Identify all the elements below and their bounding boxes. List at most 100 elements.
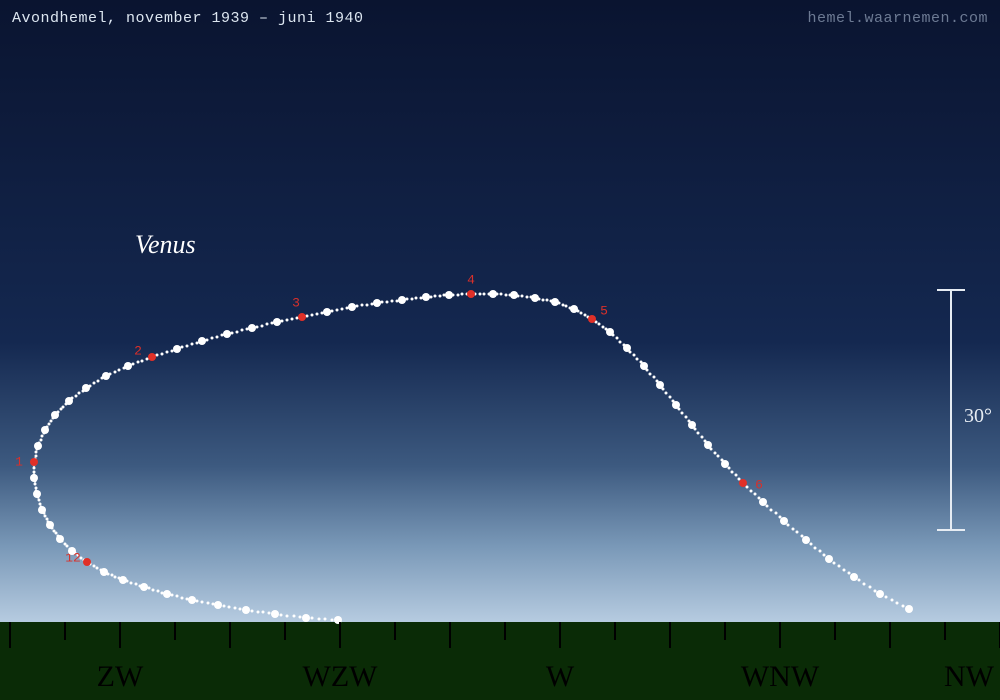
path-dot-small (754, 493, 757, 496)
month-label: 5 (600, 304, 608, 319)
path-dot-small (118, 369, 121, 372)
path-dot-small (50, 420, 53, 423)
compass-tick-major (9, 622, 11, 648)
path-dot-large (398, 296, 406, 304)
path-dot-small (39, 502, 42, 505)
path-dot-small (668, 396, 671, 399)
path-dot-small (152, 588, 155, 591)
path-dot-large (38, 506, 46, 514)
path-dot-small (598, 323, 601, 326)
path-dot-large (102, 372, 110, 380)
path-dot-small (63, 542, 66, 545)
path-dot-small (228, 606, 231, 609)
path-dot-large (348, 303, 356, 311)
sky-chart: Avondhemel, november 1939 – juni 1940hem… (0, 0, 1000, 700)
path-dot-small (206, 602, 209, 605)
compass-tick-minor (944, 622, 946, 640)
path-dot-small (746, 485, 749, 488)
path-dot-large (656, 381, 664, 389)
path-dot-small (286, 614, 289, 617)
path-dot-small (787, 523, 790, 526)
path-dot-small (233, 607, 236, 610)
path-dot-small (542, 298, 545, 301)
path-dot-small (361, 304, 364, 307)
path-dot-small (298, 616, 301, 619)
path-dot-small (884, 596, 887, 599)
compass-label: W (546, 660, 574, 694)
path-dot-small (181, 596, 184, 599)
path-dot-small (261, 324, 264, 327)
path-dot-small (896, 602, 899, 605)
path-dot-large (825, 555, 833, 563)
path-dot-small (583, 314, 586, 317)
altitude-scale-label: 30° (964, 405, 992, 428)
path-dot-small (713, 451, 716, 454)
path-dot-small (863, 582, 866, 585)
compass-tick-major (229, 622, 231, 648)
path-dot-small (525, 295, 528, 298)
path-dot-large (489, 290, 497, 298)
path-dot-small (291, 318, 294, 321)
path-dot-large (163, 590, 171, 598)
credit-text: hemel.waarnemen.com (807, 10, 988, 27)
path-dot-small (166, 351, 169, 354)
path-dot-small (681, 412, 684, 415)
path-dot-large (100, 568, 108, 576)
path-dot-small (114, 575, 117, 578)
path-month-marker (30, 458, 38, 466)
path-dot-small (33, 467, 36, 470)
path-dot-large (302, 614, 310, 622)
path-dot-large (56, 535, 64, 543)
path-dot-small (750, 489, 753, 492)
path-dot-small (434, 295, 437, 298)
path-dot-small (700, 436, 703, 439)
path-dot-large (34, 442, 42, 450)
path-dot-small (97, 379, 100, 382)
compass-tick-major (889, 622, 891, 648)
path-dot-small (280, 613, 283, 616)
path-dot-small (59, 408, 62, 411)
path-dot-small (62, 405, 65, 408)
path-dot-small (438, 294, 441, 297)
path-dot-large (248, 324, 256, 332)
path-dot-small (110, 574, 113, 577)
path-dot-large (531, 294, 539, 302)
path-dot-large (876, 590, 884, 598)
path-dot-small (697, 432, 700, 435)
path-dot-large (570, 305, 578, 313)
path-dot-large (198, 337, 206, 345)
path-dot-small (216, 335, 219, 338)
path-dot-large (68, 547, 76, 555)
path-dot-large (273, 318, 281, 326)
path-dot-small (391, 300, 394, 303)
path-dot-small (191, 343, 194, 346)
path-dot-small (130, 581, 133, 584)
sky-background (0, 0, 1000, 622)
path-dot-large (65, 397, 73, 405)
path-dot-small (565, 305, 568, 308)
path-dot-large (445, 291, 453, 299)
path-dot-small (336, 309, 339, 312)
path-dot-large (623, 344, 631, 352)
path-dot-large (759, 498, 767, 506)
path-dot-small (78, 392, 81, 395)
compass-tick-minor (614, 622, 616, 640)
path-dot-small (262, 611, 265, 614)
path-dot-small (868, 586, 871, 589)
path-dot-small (136, 361, 139, 364)
path-dot-small (521, 295, 524, 298)
path-dot-small (330, 618, 333, 621)
path-dot-small (615, 337, 618, 340)
path-dot-large (373, 299, 381, 307)
path-month-marker (83, 558, 91, 566)
compass-tick-major (119, 622, 121, 648)
path-dot-small (734, 474, 737, 477)
compass-label: WNW (741, 660, 819, 694)
path-dot-small (504, 293, 507, 296)
path-dot-small (256, 610, 259, 613)
path-dot-small (717, 455, 720, 458)
path-dot-small (48, 423, 51, 426)
path-dot-small (186, 344, 189, 347)
path-dot-large (323, 308, 331, 316)
path-dot-large (51, 411, 59, 419)
